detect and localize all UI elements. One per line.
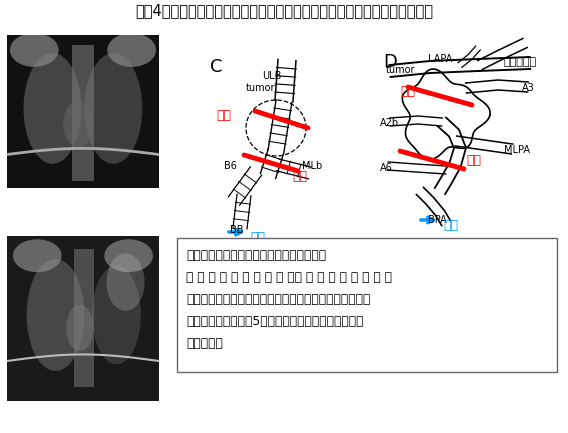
Text: 切除: 切除 [466, 154, 481, 167]
Text: D: D [383, 53, 397, 71]
Text: 一般的には右全摘術が行われる患者さんに: 一般的には右全摘術が行われる患者さんに [186, 249, 326, 262]
Text: 右主肖動脈: 右主肖動脈 [503, 57, 536, 67]
Text: 温存: 温存 [250, 231, 265, 244]
Text: ました。右下葉の大部分（肖底区域）を温存する術式を: ました。右下葉の大部分（肖底区域）を温存する術式を [186, 293, 370, 306]
Ellipse shape [13, 239, 61, 272]
Bar [72, 45, 94, 181]
Text: A3: A3 [522, 83, 534, 93]
Text: 術後胸部レントゲン写真: 術後胸部レントゲン写真 [8, 175, 81, 185]
Text: tumor: tumor [246, 83, 275, 93]
Ellipse shape [23, 53, 81, 164]
Text: A6: A6 [380, 163, 392, 173]
Text: A2b: A2b [380, 118, 399, 128]
Ellipse shape [63, 101, 94, 147]
Ellipse shape [105, 239, 153, 272]
Text: 腫瘺: 腫瘺 [400, 85, 415, 98]
Ellipse shape [92, 265, 141, 364]
Text: BPA: BPA [428, 215, 447, 225]
Text: C: C [210, 58, 223, 76]
Ellipse shape [27, 259, 85, 371]
Text: ています。: ています。 [186, 337, 223, 350]
Text: LAPA: LAPA [428, 54, 452, 64]
Text: MLPA: MLPA [504, 145, 530, 155]
FancyBboxPatch shape [177, 238, 557, 372]
Text: 特 殊 な 気 管 支 形 成 術 、肖 動 脈 形 成 術 を 行 い: 特 殊 な 気 管 支 形 成 術 、肖 動 脈 形 成 術 を 行 い [186, 271, 392, 284]
Ellipse shape [10, 33, 59, 67]
Text: 術前胸部レントゲン写真: 術前胸部レントゲン写真 [8, 40, 81, 50]
Text: 温存: 温存 [443, 219, 458, 232]
Text: MLb: MLb [302, 161, 322, 171]
Text: ULB: ULB [262, 71, 281, 81]
Text: 採用し、患者さんは5年以上再発なく元気に生活され: 採用し、患者さんは5年以上再発なく元気に生活され [186, 315, 364, 328]
Ellipse shape [107, 253, 145, 311]
Text: BB: BB [230, 225, 244, 235]
Text: B6: B6 [224, 161, 237, 171]
Text: 切除: 切除 [292, 170, 307, 183]
Ellipse shape [107, 33, 156, 67]
Bar [74, 249, 94, 388]
Ellipse shape [66, 305, 94, 351]
Text: tumor: tumor [386, 65, 416, 75]
Ellipse shape [85, 53, 143, 164]
Text: 腫瘺: 腫瘺 [216, 109, 231, 122]
Text: ＜围4　気管支および肖動脈に及ぶ肖がんに対する気管支・肖動脈形成術＞: ＜围4 気管支および肖動脈に及ぶ肖がんに対する気管支・肖動脈形成術＞ [135, 3, 433, 18]
